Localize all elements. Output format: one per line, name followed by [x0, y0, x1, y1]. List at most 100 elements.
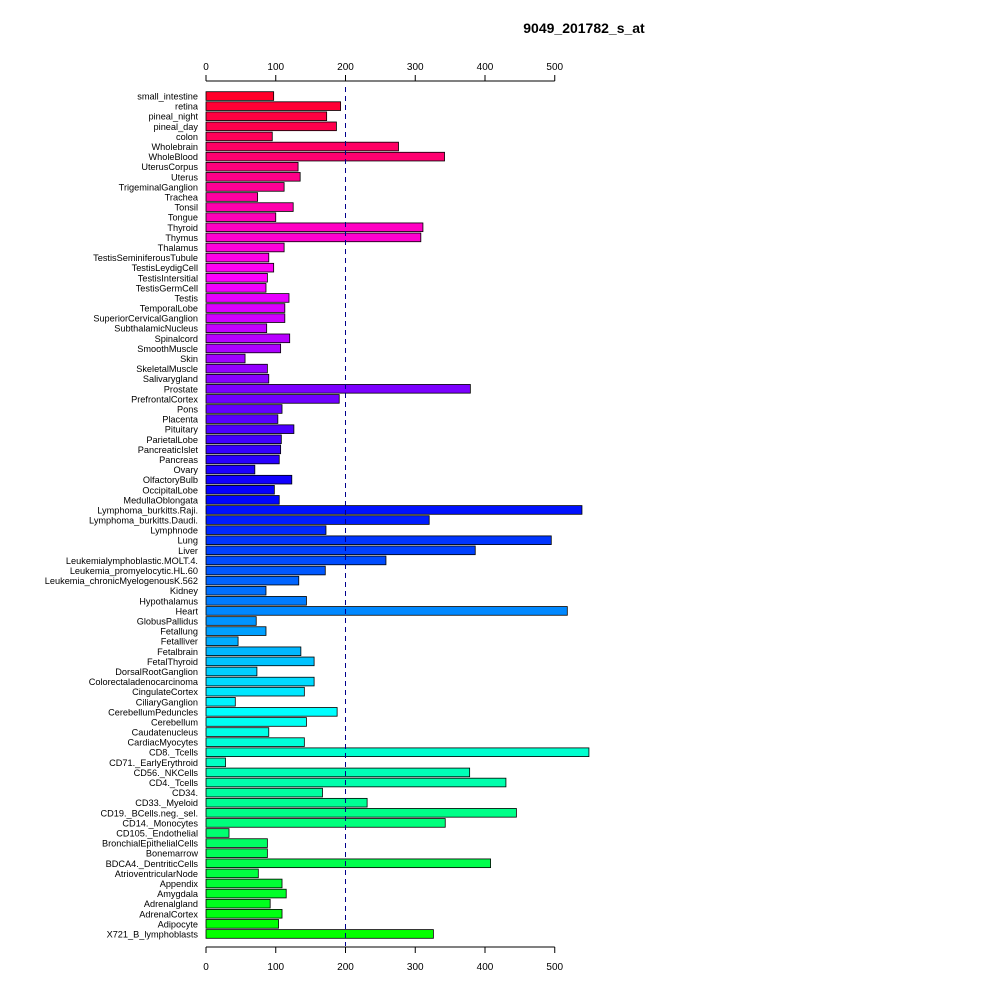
bar-pineal_day	[205, 121, 337, 132]
bar-Fetallung	[205, 626, 267, 636]
bar-CerebellumPeduncles	[205, 707, 338, 717]
category-label: Leukemialymphoblastic.MOLT.4.	[66, 556, 198, 566]
category-label: Thalamus	[158, 243, 199, 253]
category-label: pineal_day	[154, 122, 199, 132]
category-label: TestisIntersitial	[138, 273, 198, 283]
top-tick-label: 400	[477, 62, 494, 73]
bar-OccipitalLobe	[205, 485, 275, 495]
bar-SuperiorCervicalGanglion	[205, 313, 286, 323]
bar-SmoothMuscle	[205, 343, 282, 354]
bar-PancreaticIslet	[205, 444, 282, 455]
category-label: small_intestine	[137, 92, 198, 102]
category-label: CiliaryGanglion	[136, 697, 198, 707]
bar-Caudatenucleus	[205, 727, 270, 737]
bar-Pancreas	[205, 454, 280, 465]
category-label: Hypothalamus	[139, 596, 198, 606]
bar-TestisIntersitial	[205, 273, 268, 283]
bar-UterusCorpus	[205, 161, 299, 172]
category-label: retina	[175, 102, 199, 112]
bar-Tonsil	[205, 202, 294, 212]
category-label: CD71._EarlyErythroid	[109, 758, 198, 768]
bar-Hypothalamus	[205, 596, 307, 606]
bar-Spinalcord	[205, 333, 291, 344]
category-label: TemporalLobe	[140, 304, 198, 314]
category-label: Trachea	[165, 193, 199, 203]
category-label: SubthalamicNucleus	[114, 324, 198, 334]
category-label: BronchialEpithelialCells	[102, 839, 198, 849]
category-label: CardiacMyocytes	[128, 738, 199, 748]
bar-AdrenalCortex	[205, 909, 283, 919]
bar-Ovary	[205, 464, 256, 475]
category-label: CD19._BCells.neg._sel.	[100, 808, 198, 818]
category-label: ParietalLobe	[146, 435, 198, 445]
bar-DorsalRootGanglion	[205, 666, 258, 677]
bar-Cerebellum	[205, 717, 307, 727]
category-label: Ovary	[173, 465, 198, 475]
bar-Tongue	[205, 212, 277, 222]
top-tick-label: 300	[407, 62, 424, 73]
bar-CD56._NKCells	[205, 767, 471, 778]
category-label: BDCA4._DentriticCells	[106, 859, 199, 869]
chart-title: 9049_201782_s_at	[523, 20, 645, 36]
category-label: AdrenalCortex	[139, 909, 198, 919]
category-label: Tonsil	[175, 203, 199, 213]
category-label: Testis	[175, 293, 199, 303]
category-label: CD34.	[172, 788, 198, 798]
bar-Wholebrain	[205, 141, 399, 152]
bar-Thyroid	[205, 222, 424, 233]
bar-Salivarygland	[205, 373, 270, 384]
top-tick-label: 200	[337, 62, 354, 73]
category-label: SkeletalMuscle	[136, 364, 198, 374]
category-label: Pituitary	[165, 425, 199, 435]
category-label: CD33._Myeloid	[135, 798, 198, 808]
bar-CD14._Monocytes	[205, 818, 446, 828]
category-label: TestisLeydigCell	[132, 263, 198, 273]
category-label: CD14._Monocytes	[122, 818, 198, 828]
bar-SubthalamicNucleus	[205, 323, 268, 333]
category-label: PrefrontalCortex	[131, 394, 198, 404]
category-label: CD8._Tcells	[149, 748, 198, 758]
top-tick-label: 100	[267, 62, 284, 73]
category-label: Cerebellum	[151, 717, 198, 727]
category-label: Appendix	[160, 879, 199, 889]
category-label: Salivarygland	[143, 374, 198, 384]
bar-CD8._Tcells	[205, 747, 590, 757]
category-label: Pons	[177, 405, 198, 415]
bar-Adipocyte	[205, 919, 279, 929]
category-label: SuperiorCervicalGanglion	[93, 314, 198, 324]
category-label: Heart	[176, 606, 199, 616]
category-label: Tongue	[168, 213, 198, 223]
bar-Leukemialymphoblastic.MOLT.4.	[205, 555, 387, 566]
category-label: Amygdala	[157, 889, 199, 899]
category-label: CD105._Endothelial	[116, 829, 198, 839]
category-label: Placenta	[162, 415, 199, 425]
category-label: PancreaticIslet	[138, 445, 199, 455]
bar-Trachea	[205, 192, 259, 202]
bottom-tick-label: 400	[477, 962, 494, 973]
category-label: Bonemarrow	[146, 849, 198, 859]
bar-WholeBlood	[205, 151, 445, 162]
bar-Lymphoma_burkitts.Daudi.	[205, 515, 430, 525]
bar-AtrioventricularNode	[205, 868, 259, 879]
bar-TrigeminalGanglion	[205, 182, 285, 192]
bar-Colorectaladenocarcinoma	[205, 676, 315, 687]
bar-CD34.	[205, 787, 323, 798]
category-label: OccipitalLobe	[142, 485, 198, 495]
category-label: Adipocyte	[158, 919, 198, 929]
category-label: Lymphnode	[150, 526, 198, 536]
bottom-x-axis: 0 100 200 300 400 500	[203, 946, 564, 973]
bar-CardiacMyocytes	[205, 737, 305, 747]
bar-OlfactoryBulb	[205, 474, 293, 485]
category-label: CerebellumPeduncles	[108, 707, 198, 717]
category-label: Fetalbrain	[157, 647, 198, 657]
bar-Pons	[205, 404, 283, 414]
bar-Uterus	[205, 172, 301, 182]
category-label: Liver	[178, 546, 198, 556]
bar-Bonemarrow	[205, 848, 268, 858]
category-label: Leukemia_promyelocytic.HL.60	[70, 566, 198, 576]
category-label: TestisSeminiferousTubule	[93, 253, 198, 263]
category-label: Spinalcord	[155, 334, 198, 344]
bar-CD4._Tcells	[205, 777, 507, 788]
bar-SkeletalMuscle	[205, 363, 268, 374]
